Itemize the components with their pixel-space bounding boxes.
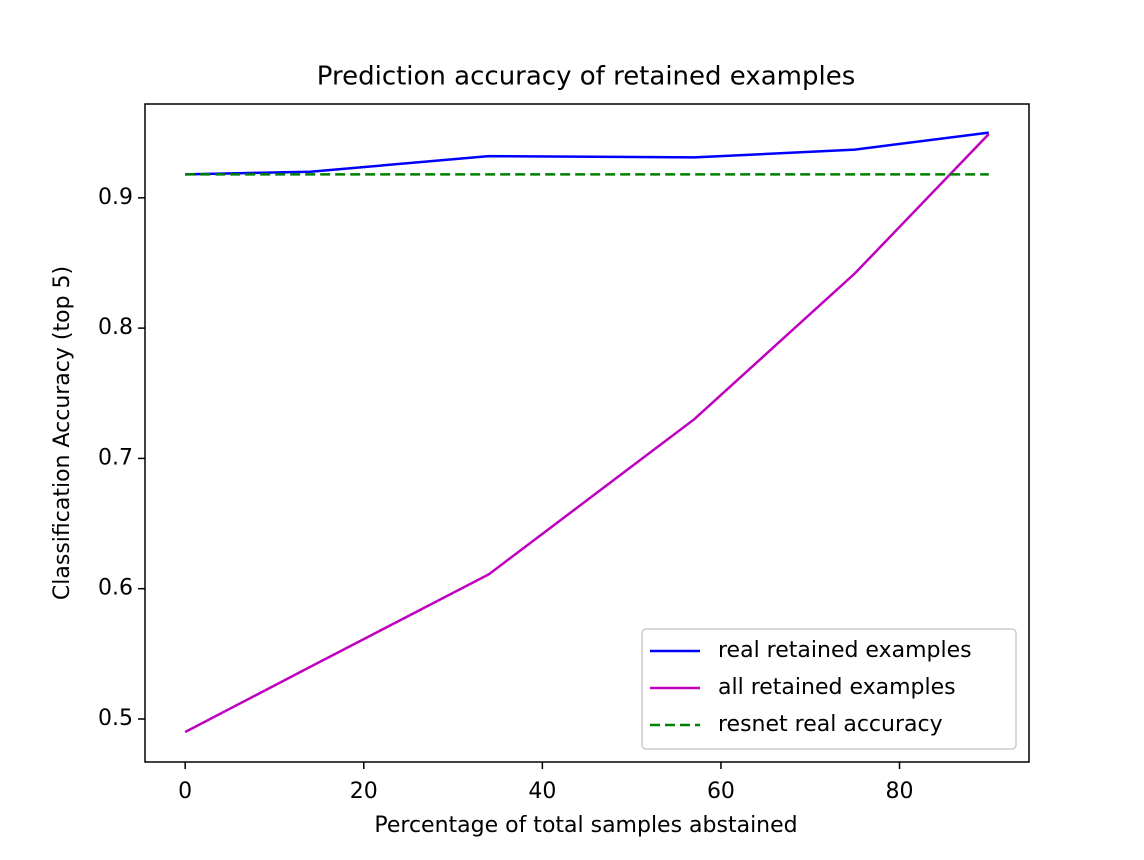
y-tick-label: 0.6 <box>98 576 133 601</box>
x-tick-label: 80 <box>886 779 914 804</box>
y-axis-label: Classification Accuracy (top 5) <box>50 266 75 600</box>
y-tick-label: 0.5 <box>98 706 133 731</box>
legend-label: resnet real accuracy <box>718 712 943 737</box>
legend-label: real retained examples <box>718 638 972 663</box>
data-line <box>184 133 990 734</box>
legend-label: all retained examples <box>718 675 956 700</box>
legend-box <box>641 628 1017 750</box>
y-tick-label: 0.8 <box>98 315 133 340</box>
x-axis-label: Percentage of total samples abstained <box>374 813 797 838</box>
plot-frame <box>144 103 1030 763</box>
y-tick-label: 0.7 <box>98 445 133 470</box>
x-tick-label: 40 <box>528 779 556 804</box>
data-line <box>185 131 989 176</box>
chart-title: Prediction accuracy of retained examples <box>317 62 855 92</box>
x-tick-label: 20 <box>350 779 378 804</box>
x-tick-label: 60 <box>707 779 735 804</box>
y-tick-label: 0.9 <box>98 185 133 210</box>
x-tick-label: 0 <box>178 779 192 804</box>
